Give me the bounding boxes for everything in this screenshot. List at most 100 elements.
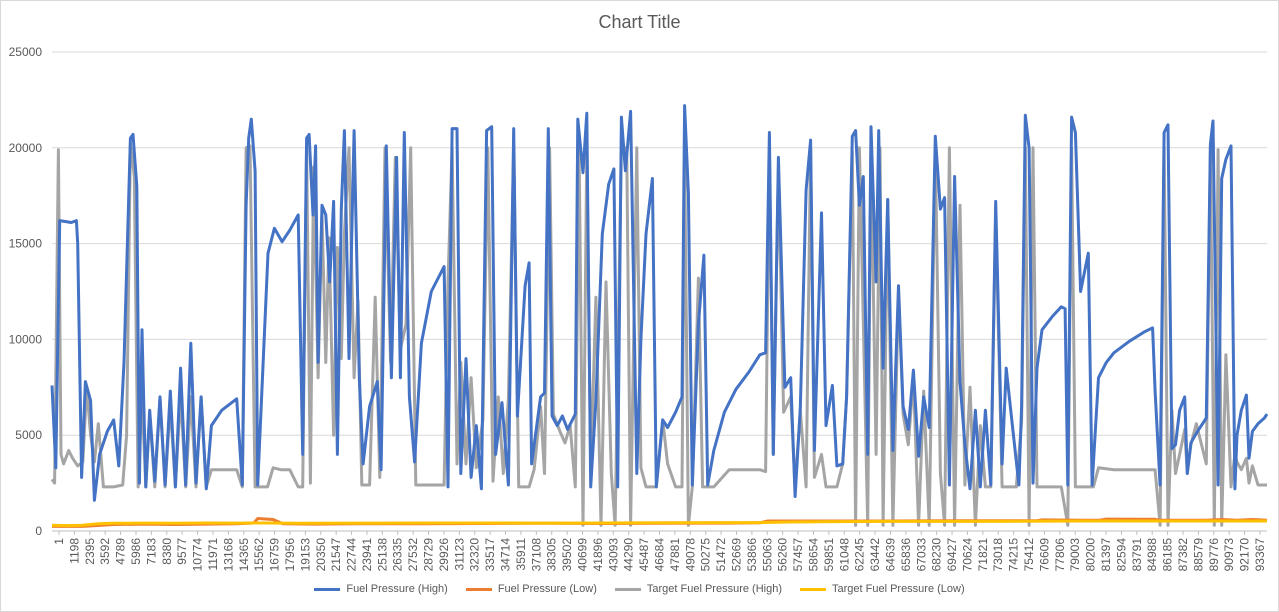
x-tick-label: 70624 [960, 538, 974, 572]
x-tick-label: 4789 [114, 538, 128, 565]
x-tick-label: 52669 [729, 538, 743, 572]
x-tick-label: 92170 [1238, 538, 1252, 572]
series-lines [50, 104, 1269, 528]
x-tick-label: 69427 [945, 538, 959, 572]
x-tick-label: 23941 [360, 538, 374, 572]
x-tick-label: 38305 [545, 538, 559, 572]
x-tick-label: 14365 [237, 538, 251, 572]
x-tick-label: 50275 [699, 538, 713, 572]
x-tick-label: 31123 [452, 538, 466, 571]
legend-item: Fuel Pressure (High) [314, 583, 448, 595]
y-tick-label: 0 [35, 524, 42, 538]
x-tick-label: 2395 [83, 538, 97, 565]
x-tick-label: 25138 [375, 538, 389, 572]
x-tick-label: 43093 [606, 538, 620, 572]
legend-swatch [614, 587, 641, 591]
x-tick-label: 86185 [1161, 538, 1175, 572]
x-tick-label: 83791 [1130, 538, 1144, 572]
series-line-fuel-pressure-high [50, 104, 1269, 502]
x-tick-label: 40699 [576, 538, 590, 572]
x-tick-label: 59851 [822, 538, 836, 572]
legend-item: Target Fuel Pressure (High) [614, 583, 782, 595]
y-axis-ticks: 0 5000 10000 15000 20000 25000 [9, 45, 43, 538]
x-tick-label: 44290 [622, 538, 636, 572]
x-tick-label: 76609 [1037, 538, 1051, 572]
y-tick-label: 15000 [9, 237, 43, 251]
x-tick-label: 55063 [760, 538, 774, 572]
x-tick-label: 8380 [160, 538, 174, 565]
x-tick-label: 29926 [437, 538, 451, 572]
x-tick-label: 89776 [1207, 538, 1221, 572]
legend-swatch [465, 587, 492, 591]
x-tick-label: 28729 [422, 538, 436, 572]
y-tick-label: 25000 [9, 45, 43, 59]
x-tick-label: 34714 [499, 538, 513, 572]
x-tick-label: 46684 [653, 538, 667, 572]
x-tick-label: 79003 [1068, 538, 1082, 572]
x-tick-label: 33517 [483, 538, 497, 572]
x-tick-label: 45487 [637, 538, 651, 572]
x-tick-label: 58654 [806, 538, 820, 572]
x-tick-label: 19153 [298, 538, 312, 572]
legend-item: Fuel Pressure (Low) [465, 583, 597, 595]
x-tick-label: 27532 [406, 538, 420, 572]
series-line-target-fuel-pressure-low [51, 519, 1267, 528]
x-tick-label: 51472 [714, 538, 728, 572]
x-tick-label: 68230 [930, 538, 944, 572]
x-tick-label: 81397 [1099, 538, 1113, 572]
x-tick-label: 1198 [67, 538, 81, 564]
x-tick-label: 10774 [191, 538, 205, 572]
x-tick-label: 73018 [991, 538, 1005, 572]
legend-swatch [799, 587, 826, 591]
x-tick-label: 26335 [391, 538, 405, 572]
x-tick-label: 82594 [1114, 538, 1128, 572]
x-tick-label: 47881 [668, 538, 682, 572]
x-tick-label: 63442 [868, 538, 882, 572]
x-tick-label: 5986 [129, 538, 143, 565]
x-tick-label: 21547 [329, 538, 343, 572]
y-tick-label: 20000 [9, 141, 43, 155]
x-tick-label: 74215 [1007, 538, 1021, 572]
x-tick-label: 39502 [560, 538, 574, 572]
x-tick-label: 32320 [468, 538, 482, 572]
x-tick-label: 49078 [683, 538, 697, 572]
x-tick-label: 53866 [745, 538, 759, 572]
x-tick-label: 71821 [976, 538, 990, 572]
x-tick-label: 57457 [791, 538, 805, 572]
x-tick-label: 67033 [914, 538, 928, 572]
x-tick-label: 80200 [1084, 538, 1098, 572]
x-tick-label: 7183 [144, 538, 158, 565]
x-tick-label: 35911 [514, 538, 528, 571]
x-axis-ticks: 1 1198 2395 3592 4789 5986 7183 8380 9577 10774 11… [52, 531, 1267, 571]
x-tick-label: 22744 [345, 538, 359, 572]
legend-label: Target Fuel Pressure (Low) [831, 583, 965, 595]
x-tick-label: 65836 [899, 538, 913, 572]
chart-title: Chart Title [598, 12, 681, 32]
x-tick-label: 37108 [529, 538, 543, 572]
y-tick-label: 5000 [15, 428, 42, 442]
x-tick-label: 9577 [175, 538, 189, 565]
x-tick-label: 20350 [314, 538, 328, 572]
x-tick-label: 64639 [883, 538, 897, 572]
legend-swatch [314, 587, 341, 591]
x-tick-label: 15562 [252, 538, 266, 572]
x-tick-label: 87382 [1176, 538, 1190, 572]
legend-item: Target Fuel Pressure (Low) [799, 583, 965, 595]
x-tick-label: 3592 [98, 538, 112, 565]
x-tick-label: 16759 [268, 538, 282, 572]
x-tick-label: 88579 [1191, 538, 1205, 572]
legend-label: Fuel Pressure (Low) [497, 583, 597, 595]
x-tick-label: 41896 [591, 538, 605, 572]
x-tick-label: 17956 [283, 538, 297, 572]
x-tick-label: 77806 [1053, 538, 1067, 572]
x-tick-label: 93367 [1253, 538, 1267, 572]
y-tick-label: 10000 [9, 332, 43, 346]
x-tick-label: 56260 [776, 538, 790, 572]
x-tick-label: 90973 [1222, 538, 1236, 572]
x-tick-label: 13168 [221, 538, 235, 572]
x-tick-label: 1 [52, 538, 66, 545]
x-tick-label: 62245 [853, 538, 867, 572]
x-tick-label: 84988 [1145, 538, 1159, 572]
x-tick-label: 61048 [837, 538, 851, 572]
